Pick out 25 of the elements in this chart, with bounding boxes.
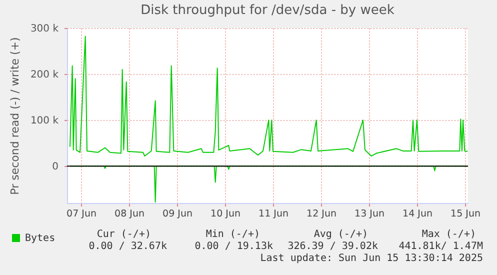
text: Cur (-/+) (96, 229, 151, 240)
text: 0.00 / 19.13k (194, 241, 273, 252)
text: Last update: Sun Jun 15 13:30:14 2025 (260, 253, 483, 264)
x-tick-label: 12 Jun (306, 208, 336, 220)
chart-title: Disk throughput for /dev/sda - by week (140, 3, 395, 18)
x-tick-label: 11 Jun (258, 208, 288, 220)
legend-label: Bytes (25, 233, 56, 244)
y-tick-label: 200 k (30, 70, 59, 81)
text: 0.00 / 32.67k (88, 241, 167, 252)
text: Min (-/+) (206, 229, 260, 240)
x-tick-label: 08 Jun (114, 208, 144, 220)
text: 326.39 / 39.02k (288, 241, 378, 252)
y-tick-label: 0 (52, 162, 58, 173)
x-tick-label: 10 Jun (210, 208, 240, 220)
text: Avg (-/+) (314, 229, 368, 240)
y-tick-label: 300 k (30, 24, 59, 34)
y-axis-title: Pr second read (-) / write (+) (8, 37, 22, 195)
x-tick-label: 09 Jun (162, 208, 192, 220)
x-tick-label: 15 Jun (450, 208, 480, 220)
y-tick-label: 100 k (30, 116, 59, 127)
x-tick-label: 13 Jun (354, 208, 384, 220)
text: Max (-/+) (422, 229, 476, 240)
x-tick-label: 14 Jun (402, 208, 432, 220)
x-tick-label: 07 Jun (66, 208, 96, 220)
text: 441.81k/ 1.47M (398, 241, 483, 252)
